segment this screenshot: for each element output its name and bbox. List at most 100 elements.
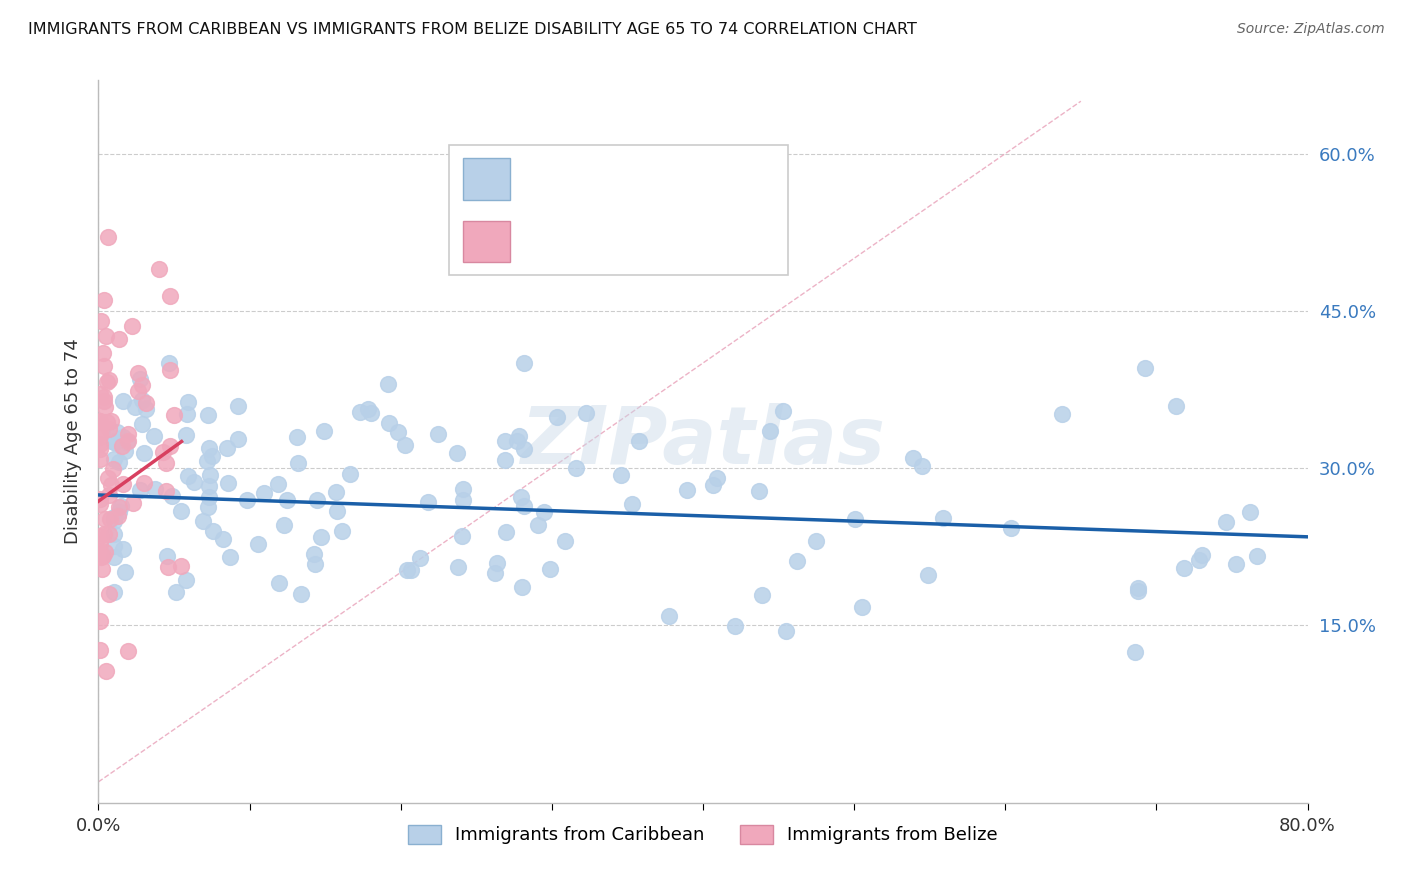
Point <box>226 399 249 413</box>
Point <box>775 624 797 639</box>
Point <box>330 524 353 538</box>
Point <box>157 356 180 370</box>
Point <box>451 482 474 496</box>
Point <box>1123 644 1146 658</box>
Point <box>177 469 200 483</box>
Point <box>127 384 149 399</box>
Point <box>156 549 179 564</box>
Point <box>100 414 122 428</box>
Point <box>89 414 111 428</box>
Point <box>89 428 111 442</box>
Point <box>157 559 180 574</box>
Point <box>395 562 418 576</box>
Point <box>494 452 516 467</box>
Point <box>1239 505 1261 519</box>
Point <box>360 406 382 420</box>
Point <box>93 549 115 564</box>
Point <box>103 526 125 541</box>
Point <box>98 373 121 387</box>
Point <box>89 544 111 558</box>
Point <box>304 558 326 572</box>
Point <box>132 446 155 460</box>
Point <box>124 400 146 414</box>
Text: IMMIGRANTS FROM CARIBBEAN VS IMMIGRANTS FROM BELIZE DISABILITY AGE 65 TO 74 CORR: IMMIGRANTS FROM CARIBBEAN VS IMMIGRANTS … <box>28 22 917 37</box>
Point <box>103 435 125 450</box>
Point <box>163 408 186 422</box>
Point <box>377 416 399 430</box>
Point <box>89 415 111 429</box>
Point <box>155 483 177 498</box>
Point <box>148 261 170 276</box>
Point <box>89 437 111 451</box>
Point <box>546 409 568 424</box>
Point <box>1173 561 1195 575</box>
Point <box>170 558 193 573</box>
Point <box>198 479 221 493</box>
Point <box>267 477 290 491</box>
Point <box>658 608 681 623</box>
Point <box>195 454 218 468</box>
Point <box>89 451 111 466</box>
Point <box>311 529 333 543</box>
Point <box>538 561 561 575</box>
Point <box>387 425 409 439</box>
Point <box>418 495 440 509</box>
Point <box>1135 360 1157 375</box>
Point <box>111 393 134 408</box>
Point <box>290 587 312 601</box>
Point <box>121 496 143 510</box>
Point <box>1191 548 1213 562</box>
Point <box>1050 407 1073 421</box>
Point <box>117 426 139 441</box>
Point <box>170 504 193 518</box>
Point <box>103 539 125 553</box>
Point <box>111 439 134 453</box>
Point <box>131 392 153 407</box>
Point <box>94 545 117 559</box>
Point <box>197 409 219 423</box>
Point <box>304 547 326 561</box>
Point <box>112 477 135 491</box>
Point <box>103 451 125 466</box>
Point <box>197 441 219 455</box>
Point <box>1166 399 1188 413</box>
Point <box>107 509 129 524</box>
Point <box>129 372 152 386</box>
Point <box>759 424 782 438</box>
Point <box>93 390 115 404</box>
Point <box>97 587 120 601</box>
Y-axis label: Disability Age 65 to 74: Disability Age 65 to 74 <box>63 339 82 544</box>
Point <box>135 395 157 409</box>
Point <box>159 289 181 303</box>
Point <box>131 377 153 392</box>
Point <box>174 573 197 587</box>
Point <box>114 443 136 458</box>
Point <box>509 490 531 504</box>
Point <box>135 402 157 417</box>
Point <box>285 430 308 444</box>
Point <box>176 407 198 421</box>
Point <box>103 509 125 524</box>
Point <box>533 505 555 519</box>
Point <box>191 514 214 528</box>
Point <box>91 562 114 576</box>
Point <box>901 450 924 465</box>
Point <box>117 644 139 658</box>
Point <box>451 493 474 508</box>
Point <box>89 643 111 657</box>
Point <box>426 427 449 442</box>
Point <box>399 563 422 577</box>
Point <box>394 438 416 452</box>
Point <box>325 503 347 517</box>
Point <box>505 434 527 449</box>
Point <box>851 599 873 614</box>
Point <box>94 512 117 526</box>
Point <box>152 444 174 458</box>
Point <box>97 230 120 244</box>
Point <box>1246 549 1268 563</box>
Legend: Immigrants from Caribbean, Immigrants from Belize: Immigrants from Caribbean, Immigrants fr… <box>401 818 1005 852</box>
Point <box>200 449 222 463</box>
Point <box>495 525 517 540</box>
Point <box>747 484 769 499</box>
Point <box>103 585 125 599</box>
